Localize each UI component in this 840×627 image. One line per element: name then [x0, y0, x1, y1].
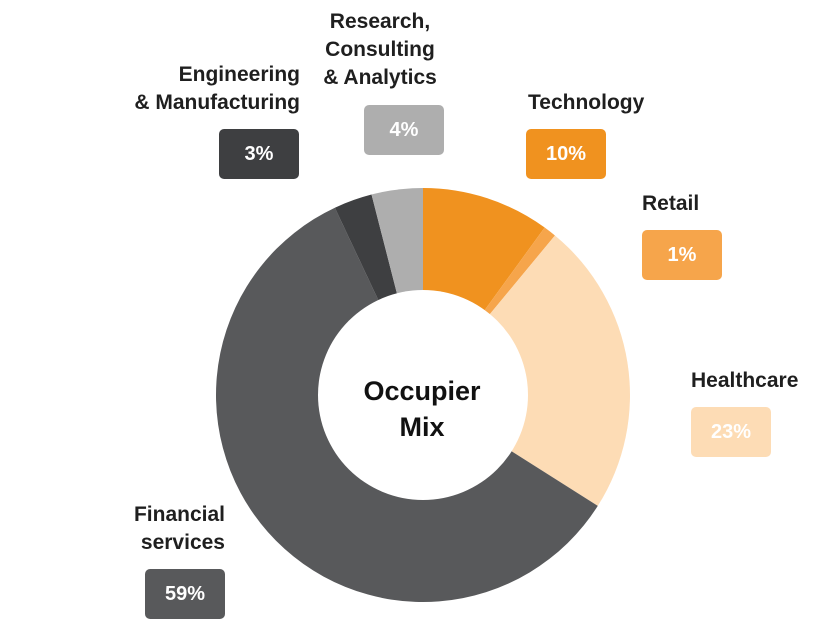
label-technology: Technology — [528, 91, 645, 114]
donut-hole — [318, 290, 528, 500]
label-retail: Retail — [642, 192, 700, 215]
badge-technology: 10% — [526, 129, 606, 179]
chart-center-label: Occupier Mix — [363, 376, 481, 442]
badge-healthcare: 23% — [691, 407, 771, 457]
label-research-consulting-analytics: Research, Consulting & Analytics — [323, 10, 437, 89]
label-engineering-manufacturing: Engineering & Manufacturing — [134, 63, 300, 114]
badge-research-consulting-analytics: 4% — [364, 105, 444, 155]
badge-financial-services: 59% — [145, 569, 225, 619]
label-financial-services: Financial services — [133, 503, 225, 554]
badge-retail: 1% — [642, 230, 722, 280]
badge-engineering-manufacturing: 3% — [219, 129, 299, 179]
label-healthcare: Healthcare — [691, 369, 799, 392]
slice-healthcare — [423, 235, 630, 506]
